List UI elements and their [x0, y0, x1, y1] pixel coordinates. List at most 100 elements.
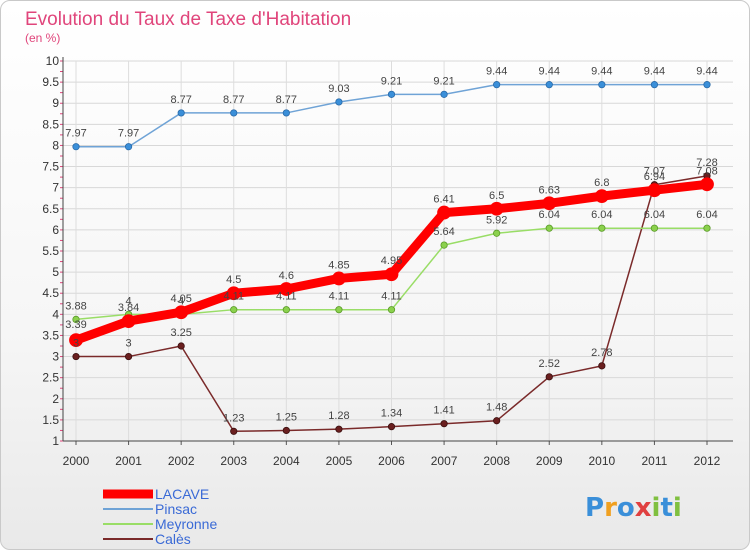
data-label-lacave: 4.85	[328, 259, 349, 271]
data-point-cals	[440, 420, 448, 428]
chart-title: Evolution du Taux de Taxe d'Habitation	[25, 9, 351, 30]
data-point-lacave	[647, 183, 662, 198]
data-point-pinsac	[177, 109, 185, 117]
data-point-meyronne	[230, 306, 238, 314]
data-point-lacave	[279, 282, 294, 296]
data-label-meyronne: 4.11	[381, 291, 402, 303]
data-label-cals: 3	[73, 338, 79, 350]
data-label-meyronne: 6.04	[591, 209, 612, 221]
y-tick-label: 2	[52, 392, 59, 406]
data-point-lacave	[174, 305, 189, 320]
y-tick-label: 1	[52, 434, 59, 448]
x-tick-label: 2007	[431, 454, 458, 468]
data-label-meyronne: 3.88	[65, 300, 86, 312]
data-label-pinsac: 9.21	[381, 75, 402, 87]
y-tick-label: 6	[52, 223, 59, 237]
data-point-meyronne	[282, 306, 290, 314]
data-point-pinsac	[72, 143, 80, 151]
data-point-pinsac	[230, 109, 238, 117]
data-point-meyronne	[493, 229, 501, 237]
y-tick-label: 1.5	[42, 413, 59, 427]
series-lines	[69, 81, 714, 435]
logo-letter: i	[652, 493, 661, 523]
data-label-meyronne: 6.04	[696, 209, 717, 221]
y-tick-label: 7	[52, 181, 59, 195]
data-label-pinsac: 8.77	[276, 94, 297, 106]
x-tick-label: 2012	[694, 454, 721, 468]
data-label-lacave: 3.84	[118, 302, 139, 314]
data-label-cals: 2.52	[539, 358, 560, 370]
x-tick-label: 2005	[326, 454, 353, 468]
data-point-cals	[124, 352, 133, 361]
data-point-lacave	[489, 201, 504, 216]
x-tick-label: 2000	[63, 454, 90, 468]
data-point-lacave	[121, 314, 136, 328]
data-point-lacave	[384, 267, 399, 282]
x-tick-label: 2002	[168, 454, 195, 468]
y-tick-label: 7.5	[42, 160, 59, 174]
data-label-lacave: 3.39	[65, 319, 86, 331]
y-tick-label: 5.5	[42, 244, 59, 258]
data-label-meyronne: 4	[178, 295, 184, 307]
data-label-lacave: 4.5	[226, 274, 241, 286]
x-tick-label: 2001	[115, 454, 142, 468]
data-label-pinsac: 8.77	[170, 94, 191, 106]
data-point-meyronne	[72, 315, 80, 323]
data-point-pinsac	[598, 81, 606, 89]
x-tick-label: 2003	[220, 454, 247, 468]
data-label-pinsac: 9.44	[486, 66, 507, 78]
logo-letter: P	[585, 493, 604, 523]
data-point-pinsac	[545, 81, 553, 89]
y-tick-label: 4.5	[42, 286, 59, 300]
x-tick-label: 2010	[588, 454, 615, 468]
data-label-cals: 1.34	[381, 408, 402, 420]
data-point-meyronne	[387, 306, 396, 314]
data-point-pinsac	[282, 109, 290, 117]
data-label-pinsac: 9.03	[328, 83, 349, 95]
legend-label-pinsac: Pinsac	[155, 501, 197, 517]
data-label-lacave: 6.5	[489, 190, 504, 202]
proxiti-logo: Proxiti	[585, 493, 682, 523]
data-point-pinsac	[703, 81, 711, 89]
data-point-lacave	[226, 286, 241, 301]
data-label-lacave: 6.41	[433, 194, 454, 206]
data-point-lacave	[332, 271, 346, 286]
data-label-lacave: 6.8	[594, 177, 609, 189]
data-label-cals: 1.41	[433, 405, 454, 417]
data-point-pinsac	[387, 90, 396, 98]
data-label-lacave: 4.95	[381, 255, 402, 267]
logo-letter: i	[673, 493, 682, 523]
data-label-meyronne: 4.11	[276, 291, 297, 303]
data-label-pinsac: 9.44	[591, 66, 612, 78]
data-point-cals	[72, 352, 80, 361]
data-label-pinsac: 9.21	[433, 75, 454, 87]
data-point-lacave	[542, 196, 557, 211]
data-label-pinsac: 8.77	[223, 94, 244, 106]
data-point-lacave	[594, 189, 609, 204]
data-label-cals: 7.07	[644, 166, 665, 178]
data-point-lacave	[437, 205, 451, 220]
axes: 1 1.5 2 2.5 3 3.5 4 4.5 5 5.5 6 6.5 7 7.5 8 8.5 9 9.5 10 20…	[42, 54, 733, 468]
y-tick-label: 2.5	[42, 371, 59, 385]
x-tick-label: 2011	[642, 454, 668, 468]
data-point-meyronne	[335, 306, 343, 314]
data-point-cals	[282, 426, 290, 435]
data-point-cals	[493, 417, 501, 425]
data-label-cals: 1.25	[276, 411, 297, 423]
grid	[63, 60, 733, 442]
y-tick-label: 5	[52, 265, 59, 279]
data-label-cals: 1.23	[223, 412, 244, 424]
data-label-cals: 3.25	[170, 327, 191, 339]
x-tick-label: 2008	[483, 454, 510, 468]
x-tick-label: 2006	[378, 454, 405, 468]
logo-letter: t	[660, 493, 672, 523]
data-label-cals: 7.28	[696, 157, 717, 169]
data-label-lacave: 6.63	[539, 184, 560, 196]
y-tick-label: 3.5	[42, 328, 59, 342]
data-label-lacave: 7.08	[696, 165, 717, 177]
data-label-meyronne: 6.04	[539, 209, 560, 221]
y-tick-label: 9.5	[42, 75, 59, 89]
data-label-cals: 1.48	[486, 402, 507, 414]
